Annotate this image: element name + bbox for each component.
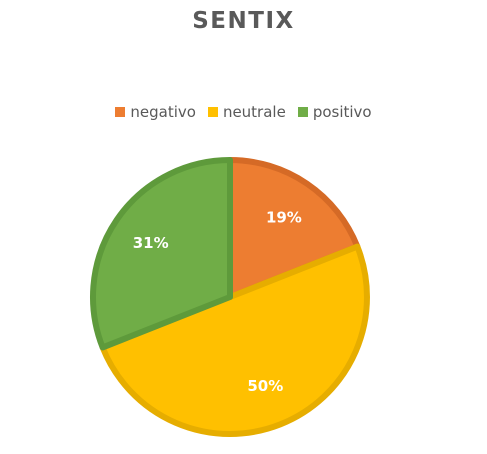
pie-slice-negativo [227,157,361,300]
legend-label-positivo: positivo [312,103,372,121]
legend-entry-neutrale: neutrale [207,103,286,121]
data-label-positivo: 31% [133,234,169,252]
legend-swatch-neutrale [207,107,218,117]
chart-title: SENTIX [192,8,295,34]
pie-slice-neutrale [99,243,370,437]
legend: negativo neutrale positivo [0,103,487,121]
data-label-negativo: 19% [266,209,302,227]
legend-label-negativo: negativo [130,103,196,121]
legend-swatch-negativo [115,107,126,117]
legend-swatch-positivo [297,107,308,117]
legend-entry-positivo: positivo [297,103,372,121]
legend-label-neutrale: neutrale [222,103,286,121]
pie-slice-positivo [90,157,233,351]
legend-entry-negativo: negativo [115,103,196,121]
data-label-neutrale: 50% [247,377,283,395]
